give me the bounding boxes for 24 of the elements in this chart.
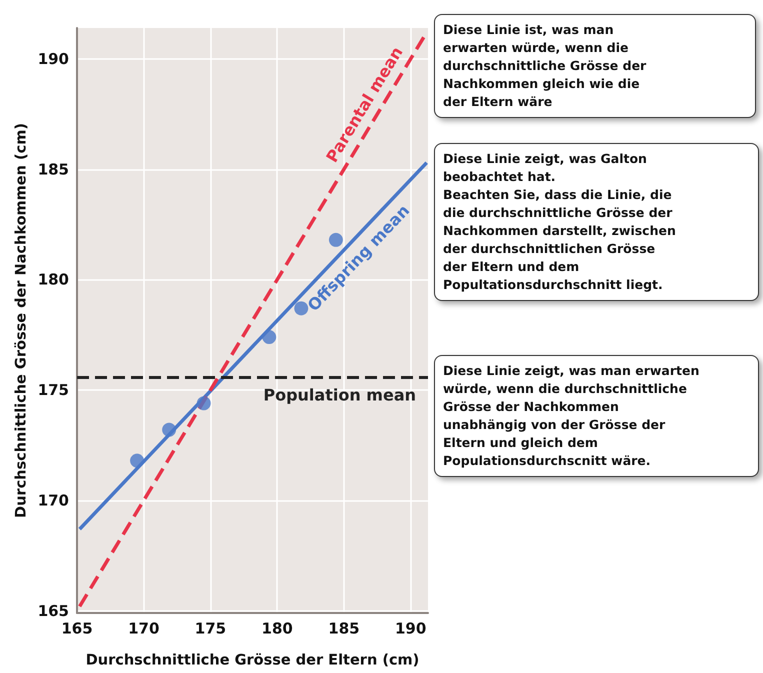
x-tick-label: 170 [128,620,160,638]
ref-line-label: Population mean [263,385,416,404]
x-tick-label: 185 [328,620,360,638]
point [294,301,308,316]
point [328,232,343,247]
callout-box: Diese Linie ist, was man erwarten würde, wenn die durchschnittliche Grösse der Nachkommen gleich wie die der Eltern wäre [434,14,756,118]
y-axis-title: Durchschnittliche Grösse der Nachkommen (cm) [14,123,30,518]
point [196,396,211,410]
point [162,422,176,437]
y-tick-label: 185 [38,160,69,178]
y-tick-label: 175 [38,381,69,400]
y-tick-label: 180 [38,270,69,289]
x-tick-label: 175 [194,620,226,638]
callout-box: Diese Linie zeigt, was Galton beobachtet hat. Beachten Sie, dass die Linie, die die durchschnittliche Grösse der Nachkommen darstellt, zwischen der durchschnittlichen Grösse der Eltern und dem Popultationsdurchschnitt liegt. [434,143,759,301]
x-tick-label: 190 [394,620,426,638]
callout-box: Diese Linie zeigt, was man erwarten würde, wenn die durchschnittliche Grösse der Nachkommen unabhängig von der Grösse der Eltern und gleich dem Populationsdurchscnitt wäre. [434,355,759,477]
point [262,330,276,344]
point [130,454,144,468]
x-axis-title: Durchschnittliche Grösse der Eltern (cm) [86,652,420,668]
x-tick-label: 180 [262,620,293,638]
y-tick-label: 165 [38,602,69,620]
y-tick-label: 190 [38,50,69,68]
x-tick-label: 165 [61,620,93,638]
y-tick-label: 170 [38,491,69,510]
